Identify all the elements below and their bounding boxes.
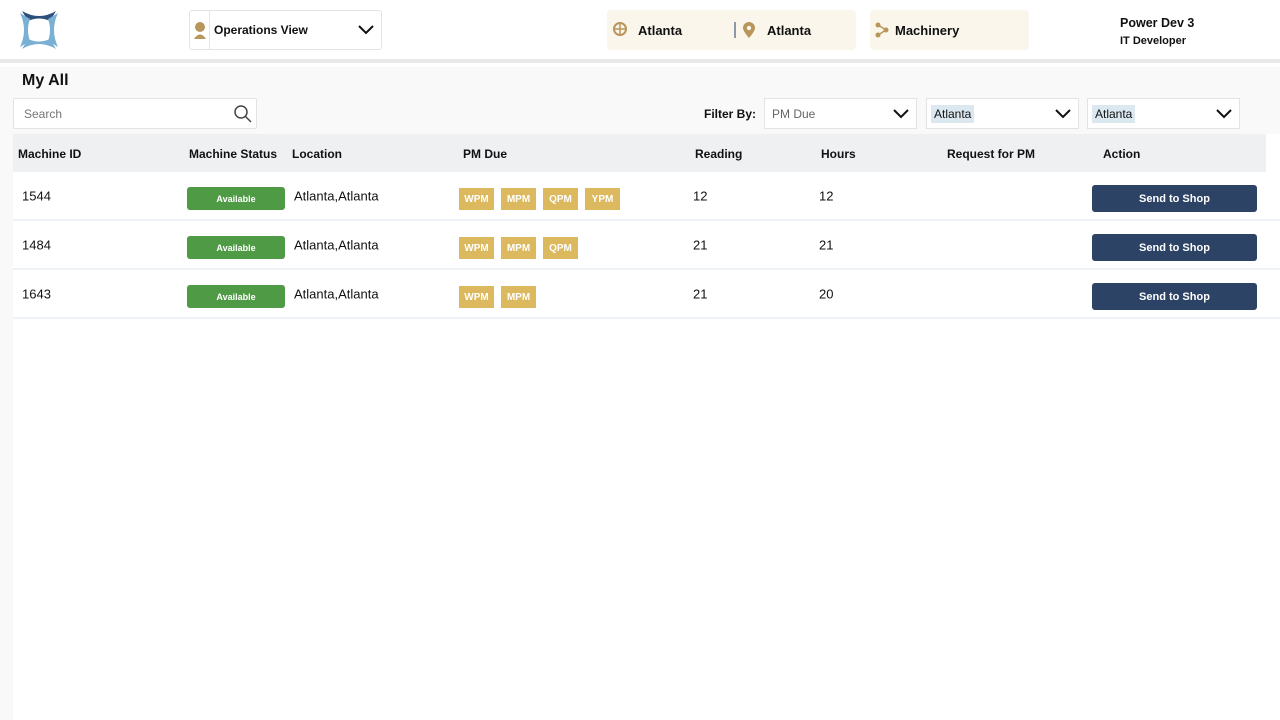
search-input[interactable]: [24, 106, 233, 121]
view-selector[interactable]: Operations View: [189, 10, 382, 50]
pm-due-tags: WPM MPM: [459, 286, 536, 308]
pm-tag: YPM: [585, 188, 620, 210]
chevron-down-icon: [358, 25, 374, 35]
location-region: Atlanta: [638, 22, 683, 38]
location-pill[interactable]: Atlanta Atlanta: [607, 10, 856, 50]
send-to-shop-button[interactable]: Send to Shop: [1092, 283, 1257, 310]
pm-tag: MPM: [501, 188, 536, 210]
filter-value: Atlanta: [1092, 104, 1136, 123]
top-header: Operations View Atlanta Atlanta Machiner…: [0, 0, 1280, 63]
filter-value: Atlanta: [931, 104, 975, 123]
filter-region-dropdown[interactable]: Atlanta: [926, 98, 1079, 129]
machines-table: Machine ID Machine Status Location PM Du…: [13, 134, 1280, 720]
col-request-for-pm: Request for PM: [947, 147, 1036, 161]
chevron-down-icon: [1216, 108, 1232, 118]
table-row[interactable]: 1544 Available Atlanta,Atlanta WPM MPM QPM…: [13, 172, 1280, 221]
filter-site-dropdown[interactable]: Atlanta: [1087, 98, 1240, 129]
pm-tag: WPM: [459, 188, 494, 210]
machine-id: 1484: [22, 237, 51, 252]
table-row[interactable]: 1643 Available Atlanta,Atlanta WPM MPM 21…: [13, 270, 1280, 319]
hours: 21: [819, 237, 834, 252]
col-hours: Hours: [821, 147, 856, 161]
pm-due-tags: WPM MPM QPM: [459, 237, 578, 259]
user-role: IT Developer: [1120, 35, 1187, 47]
col-machine-status: Machine Status: [189, 147, 278, 161]
pm-tag: QPM: [543, 237, 578, 259]
location: Atlanta,Atlanta: [294, 237, 379, 252]
col-action: Action: [1103, 147, 1141, 161]
machinery-icon: [875, 22, 889, 38]
user-name: Power Dev 3: [1120, 16, 1195, 30]
pm-tag: MPM: [501, 286, 536, 308]
col-location: Location: [292, 147, 342, 161]
view-selector-label: Operations View: [214, 23, 308, 37]
search-icon[interactable]: [233, 104, 253, 124]
table-header: Machine ID Machine Status Location PM Du…: [13, 134, 1266, 172]
table-row[interactable]: 1484 Available Atlanta,Atlanta WPM MPM QPM…: [13, 221, 1280, 270]
machine-id: 1544: [22, 188, 51, 203]
status-badge: Available: [187, 187, 285, 210]
hours: 20: [819, 286, 834, 301]
machine-id: 1643: [22, 286, 51, 301]
page-title: My All: [22, 72, 69, 89]
map-pin-icon: [743, 21, 755, 38]
app-logo[interactable]: [16, 7, 62, 53]
operator-icon: [190, 11, 210, 49]
hours: 12: [819, 188, 834, 203]
col-reading: Reading: [695, 147, 743, 161]
filter-label: Filter By:: [704, 107, 757, 121]
send-to-shop-button[interactable]: Send to Shop: [1092, 185, 1257, 212]
col-pm-due: PM Due: [463, 147, 508, 161]
filter-pm-due-dropdown[interactable]: PM Due: [764, 98, 917, 129]
reading: 12: [693, 188, 708, 203]
location: Atlanta,Atlanta: [294, 188, 379, 203]
category-label: Machinery: [895, 22, 960, 38]
location-site: Atlanta: [767, 22, 812, 38]
status-badge: Available: [187, 236, 285, 259]
search-box[interactable]: [13, 98, 257, 129]
pm-tag: WPM: [459, 286, 494, 308]
globe-icon: [613, 22, 627, 36]
col-machine-id: Machine ID: [18, 147, 82, 161]
send-to-shop-button[interactable]: Send to Shop: [1092, 234, 1257, 261]
user-info[interactable]: Power Dev 3 IT Developer: [1120, 14, 1194, 50]
filter-value: PM Due: [772, 106, 816, 121]
status-badge: Available: [187, 285, 285, 308]
pm-tag: QPM: [543, 188, 578, 210]
location: Atlanta,Atlanta: [294, 286, 379, 301]
reading: 21: [693, 237, 708, 252]
chevron-down-icon: [1055, 108, 1071, 118]
divider: [734, 22, 736, 38]
reading: 21: [693, 286, 708, 301]
pm-due-tags: WPM MPM QPM YPM: [459, 188, 620, 210]
pm-tag: WPM: [459, 237, 494, 259]
main-content: My All Filter By: PM Due Atlanta Atlanta…: [0, 67, 1280, 720]
chevron-down-icon: [893, 108, 909, 118]
pm-tag: MPM: [501, 237, 536, 259]
category-pill[interactable]: Machinery: [870, 10, 1029, 50]
